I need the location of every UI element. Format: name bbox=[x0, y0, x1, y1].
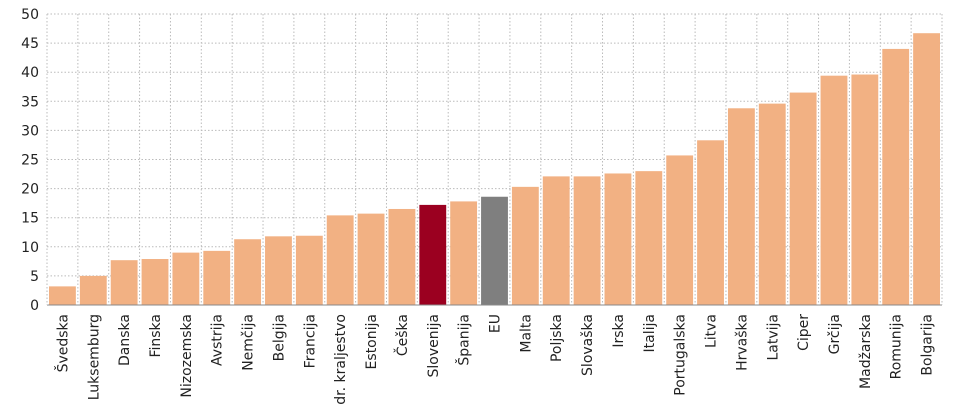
bar-slovenija bbox=[419, 204, 447, 305]
x-tick-label-romunija: Romunija bbox=[889, 314, 905, 379]
x-tick-label-slovaska: Slovaška bbox=[580, 314, 596, 376]
x-tick-label-finska: Finska bbox=[148, 314, 164, 358]
x-tick-label-grcija: Grčija bbox=[827, 314, 843, 354]
x-tick-label-bolgarija: Bolgarija bbox=[920, 314, 936, 376]
y-tick-labels: 0 5 10 15 20 25 30 35 40 45 50 bbox=[21, 7, 39, 314]
bar-slovaska bbox=[573, 176, 601, 305]
y-tick-label: 10 bbox=[21, 240, 39, 256]
bar-grcija bbox=[820, 75, 848, 305]
x-tick-label-italija: Italija bbox=[642, 314, 658, 352]
y-tick-label: 45 bbox=[21, 36, 39, 52]
bar-litva bbox=[697, 140, 724, 305]
y-tick-label: 35 bbox=[21, 94, 39, 110]
x-tick-label-ciper: Ciper bbox=[796, 314, 812, 351]
bar-francija bbox=[295, 235, 323, 305]
y-tick-label: 20 bbox=[21, 182, 39, 198]
x-tick-label-irska: Irska bbox=[611, 314, 627, 348]
bar-finska bbox=[141, 259, 169, 305]
bar-ceska bbox=[388, 208, 416, 305]
x-tick-label-francija: Francija bbox=[302, 314, 318, 368]
x-tick-label-hrvaska: Hrvaška bbox=[734, 314, 750, 371]
x-tick-label-danska: Danska bbox=[117, 314, 133, 366]
bar-belgija bbox=[265, 236, 292, 305]
y-tick-label: 50 bbox=[21, 7, 39, 23]
bar-irska bbox=[604, 173, 632, 305]
x-tick-label-malta: Malta bbox=[518, 314, 534, 353]
bar-bolgarija bbox=[913, 33, 940, 306]
bar-hrvaska bbox=[727, 108, 755, 305]
x-tick-label-poljska: Poljska bbox=[549, 314, 565, 362]
x-tick-label-litva: Litva bbox=[704, 314, 720, 348]
y-tick-label: 40 bbox=[21, 65, 39, 81]
bar-luksemburg bbox=[79, 275, 107, 305]
x-tick-label-spanija: Španija bbox=[455, 314, 473, 366]
bar-nemcija bbox=[234, 239, 262, 305]
bar-zdr-kraljestvo bbox=[326, 215, 354, 305]
y-tick-label: 25 bbox=[21, 153, 39, 169]
x-tick-label-nizozemska: Nizozemska bbox=[179, 314, 195, 398]
bar-avstrija bbox=[203, 250, 231, 305]
axis-layer bbox=[46, 14, 942, 306]
x-tick-labels: Švedska Luksemburg Danska Finska Nizozemska A… bbox=[53, 314, 936, 410]
bar-italija bbox=[635, 171, 663, 305]
bar-eu bbox=[481, 196, 508, 305]
y-tick-label: 5 bbox=[30, 269, 39, 285]
x-tick-label-slovenija: Slovenija bbox=[426, 314, 442, 377]
x-tick-label-madzarska: Madžarska bbox=[858, 314, 874, 389]
bar-danska bbox=[110, 260, 138, 305]
x-tick-label-luksemburg: Luksemburg bbox=[86, 314, 102, 400]
bar-spanija bbox=[450, 201, 478, 305]
bar-malta bbox=[511, 186, 539, 305]
x-tick-label-ceska: Češka bbox=[393, 314, 411, 356]
x-tick-label-belgija: Belgija bbox=[271, 314, 287, 361]
bar-svedska bbox=[49, 286, 76, 305]
y-tick-label: 0 bbox=[30, 298, 39, 314]
bar-madzarska bbox=[851, 74, 879, 305]
x-tick-label-avstrija: Avstrija bbox=[210, 314, 226, 366]
y-tick-label: 15 bbox=[21, 211, 39, 227]
bar-estonija bbox=[357, 213, 385, 305]
bar-romunija bbox=[882, 48, 910, 306]
y-tick-label: 30 bbox=[21, 123, 39, 139]
x-tick-label-estonija: Estonija bbox=[364, 314, 380, 369]
x-tick-label-nemcija: Nemčija bbox=[241, 314, 257, 371]
x-tick-label-zdr-kraljestvo: Zdr. kraljestvo bbox=[333, 314, 349, 405]
x-tick-label-portugalska: Portugalska bbox=[673, 314, 689, 396]
bar-ciper bbox=[789, 92, 817, 305]
bar-nizozemska bbox=[172, 252, 200, 305]
x-tick-label-latvija: Latvija bbox=[765, 314, 781, 361]
bar-poljska bbox=[542, 176, 570, 305]
bar-portugalska bbox=[666, 155, 694, 305]
bar-layer bbox=[49, 33, 940, 306]
x-tick-label-svedska: Švedska bbox=[53, 314, 71, 372]
x-tick-label-eu: EU bbox=[488, 314, 504, 333]
bar-latvija bbox=[758, 103, 786, 306]
